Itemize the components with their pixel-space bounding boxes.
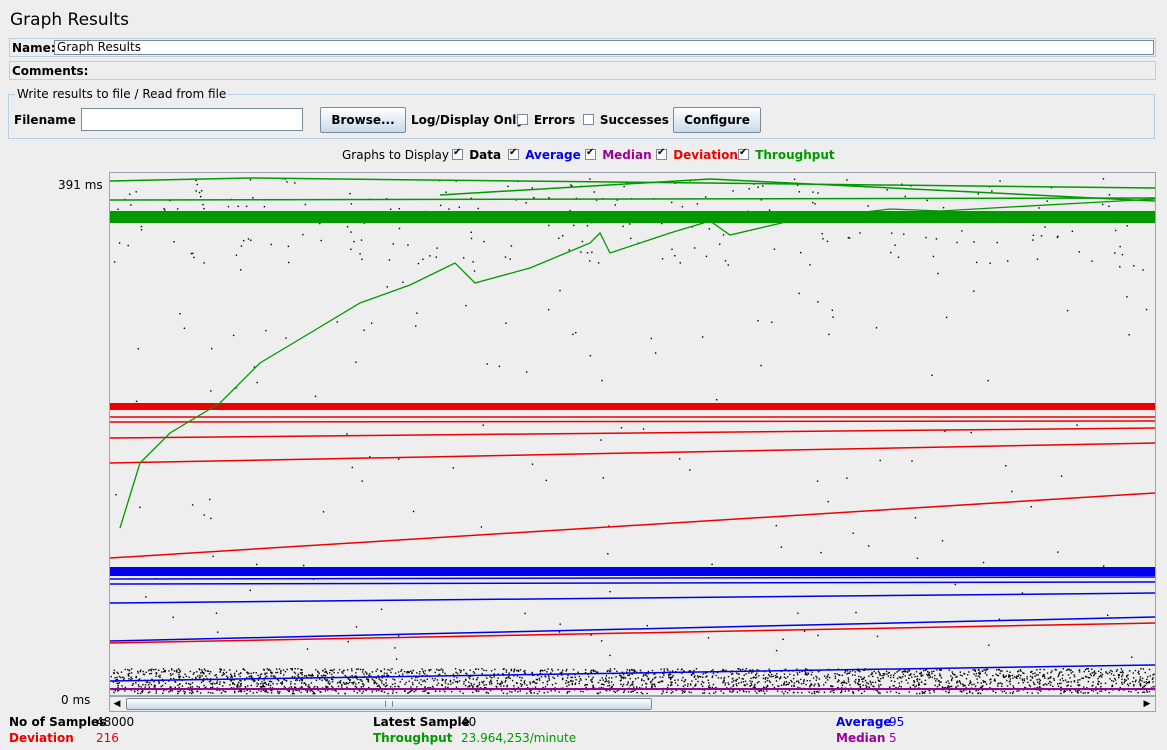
successes-checkbox-group[interactable]: Successes — [583, 113, 669, 127]
deviation-line — [110, 442, 1155, 464]
scroll-thumb[interactable] — [126, 698, 652, 710]
throughput-band — [110, 211, 1155, 223]
samples-value: 48000 — [96, 715, 135, 729]
stat-samples: No of Samples 48000 — [9, 715, 134, 729]
toggle-throughput[interactable]: Throughput — [738, 147, 835, 162]
median-value: 5 — [889, 731, 897, 745]
scroll-right-icon[interactable]: ▶ — [1143, 699, 1151, 709]
deviation-toggle-label: Deviation — [673, 148, 738, 162]
throughput-line — [439, 178, 1155, 202]
deviation-value: 216 — [96, 731, 119, 745]
throughput-value: 23.964,253/minute — [461, 731, 577, 745]
filename-label: Filename — [14, 113, 76, 127]
successes-checkbox[interactable] — [583, 114, 594, 125]
comments-row[interactable]: Comments: — [9, 61, 1156, 80]
log-display-label: Log/Display Only: — [411, 113, 529, 127]
throughput-line — [110, 177, 1155, 189]
toggle-deviation[interactable]: Deviation — [656, 147, 738, 162]
configure-button[interactable]: Configure — [673, 107, 761, 133]
average-line — [110, 576, 1155, 580]
name-row: Name: Graph Results — [9, 38, 1156, 57]
average-toggle-label: Average — [525, 148, 581, 162]
throughput-toggle-label: Throughput — [755, 148, 835, 162]
deviation-checkbox[interactable] — [656, 147, 667, 160]
scroll-left-icon[interactable]: ◀ — [113, 699, 121, 709]
data-toggle-label: Data — [469, 148, 502, 162]
name-label: Name: — [12, 41, 56, 55]
stat-deviation: Deviation 216 — [9, 731, 119, 745]
errors-label: Errors — [533, 113, 576, 127]
median-checkbox[interactable] — [585, 147, 596, 160]
errors-checkbox[interactable] — [517, 114, 528, 125]
throughput-checkbox[interactable] — [738, 147, 749, 160]
latest-value: 40 — [461, 715, 477, 729]
average-line — [110, 664, 1155, 682]
stat-throughput: Throughput 23.964,253/minute — [373, 731, 576, 745]
throughput-line — [110, 197, 1155, 201]
latest-label: Latest Sample — [373, 715, 470, 729]
comments-label: Comments: — [12, 64, 89, 78]
scroll-grip-icon — [385, 701, 393, 707]
average-line — [110, 616, 1155, 642]
deviation-line — [110, 427, 1155, 439]
average-checkbox[interactable] — [508, 147, 519, 160]
errors-checkbox-group[interactable]: Errors — [517, 113, 575, 127]
throughput-line — [119, 198, 1155, 529]
filename-input[interactable] — [81, 108, 303, 131]
y-axis-min-label: 0 ms — [61, 693, 91, 707]
average-value: 95 — [889, 715, 905, 729]
stat-latest: Latest Sample 40 — [373, 715, 476, 729]
stat-average: Average 95 — [836, 715, 904, 729]
graph-plot — [110, 177, 1155, 695]
data-checkbox[interactable] — [452, 147, 463, 160]
file-group-title: Write results to file / Read from file — [15, 87, 229, 101]
browse-button[interactable]: Browse... — [320, 107, 406, 133]
average-line — [110, 581, 1155, 585]
throughput-label: Throughput — [373, 731, 453, 745]
deviation-label: Deviation — [9, 731, 74, 745]
deviation-line — [110, 622, 1155, 644]
median-toggle-label: Median — [602, 148, 652, 162]
median-label: Median — [836, 731, 886, 745]
toggle-median[interactable]: Median — [585, 147, 652, 162]
stat-median: Median 5 — [836, 731, 897, 745]
average-band — [110, 567, 1155, 576]
deviation-line — [110, 420, 1155, 423]
name-field[interactable]: Graph Results — [54, 40, 1154, 55]
horizontal-scrollbar[interactable]: ◀ ▶ — [109, 696, 1156, 712]
toggle-average[interactable]: Average — [508, 147, 581, 162]
average-line — [110, 592, 1155, 604]
y-axis-max-label: 391 ms — [58, 178, 103, 192]
toggle-data[interactable]: Data — [452, 147, 502, 162]
average-label: Average — [836, 715, 892, 729]
panel-title: Graph Results — [10, 10, 129, 30]
samples-label: No of Samples — [9, 715, 107, 729]
deviation-band — [110, 403, 1155, 410]
deviation-line — [110, 492, 1155, 559]
graph-canvas — [109, 172, 1156, 696]
graphs-to-display-label: Graphs to Display — [342, 148, 449, 162]
successes-label: Successes — [599, 113, 669, 127]
file-group — [8, 94, 1155, 139]
